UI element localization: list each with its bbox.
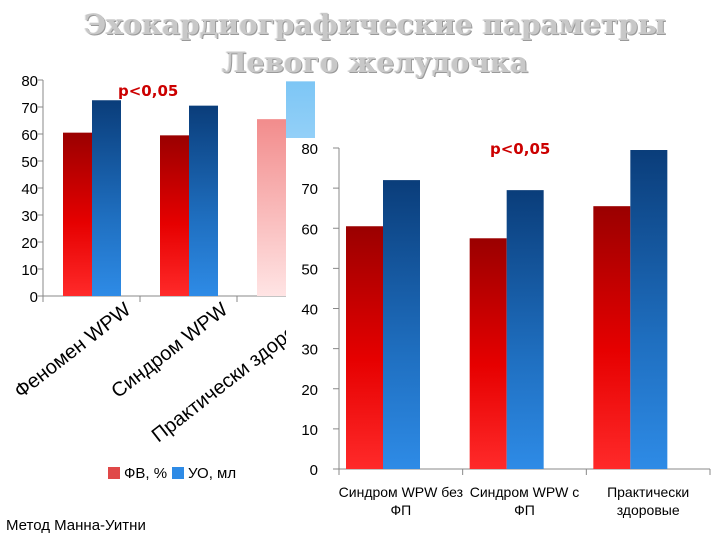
y-tick-label: 20 (21, 235, 38, 252)
bar-uo (630, 150, 668, 469)
page-title: Эхокардиографические параметры Левого же… (84, 8, 666, 79)
y-tick-label: 20 (301, 382, 318, 399)
y-tick-label: 30 (21, 208, 38, 225)
y-tick-label: 10 (301, 422, 318, 439)
bar-fv (257, 119, 286, 297)
y-tick-label: 60 (301, 221, 318, 238)
y-tick-label: 30 (301, 342, 318, 359)
y-tick-label: 80 (21, 73, 38, 90)
p-value-annotation: p<0,05 (118, 82, 178, 100)
y-tick-label: 70 (21, 100, 38, 117)
y-tick-label: 80 (301, 141, 318, 158)
legend-label-uo: УО, мл (188, 465, 236, 482)
bar-uo (92, 100, 121, 296)
y-tick-label: 40 (301, 302, 318, 319)
bar-fv (469, 238, 507, 469)
bar-fv (346, 226, 383, 469)
bar-uo (383, 180, 420, 469)
y-tick-label: 50 (21, 154, 38, 171)
bar-uo (506, 190, 544, 469)
x-category-label: Синдром WPW с ФП (470, 484, 580, 518)
y-tick-label: 10 (21, 262, 38, 279)
bar-fv (593, 206, 631, 469)
p-value-annotation: p<0,05 (490, 140, 550, 158)
legend-swatch-fv (108, 467, 120, 479)
bar-uo (189, 105, 218, 297)
legend-label-fv: ФВ, % (124, 465, 167, 482)
y-tick-label: 0 (310, 462, 318, 479)
method-note: Метод Манна-Уитни (6, 517, 146, 534)
y-tick-label: 70 (301, 181, 318, 198)
y-tick-label: 0 (30, 289, 38, 306)
y-tick-label: 60 (21, 127, 38, 144)
bar-fv (63, 132, 92, 296)
x-category-label: Синдром WPW без ФП (339, 484, 463, 518)
x-category-label: Практически здоровые (607, 484, 689, 518)
legend-swatch-uo (172, 467, 184, 479)
y-tick-label: 40 (21, 181, 38, 198)
bar-fv (160, 135, 189, 296)
y-tick-label: 50 (301, 261, 318, 278)
